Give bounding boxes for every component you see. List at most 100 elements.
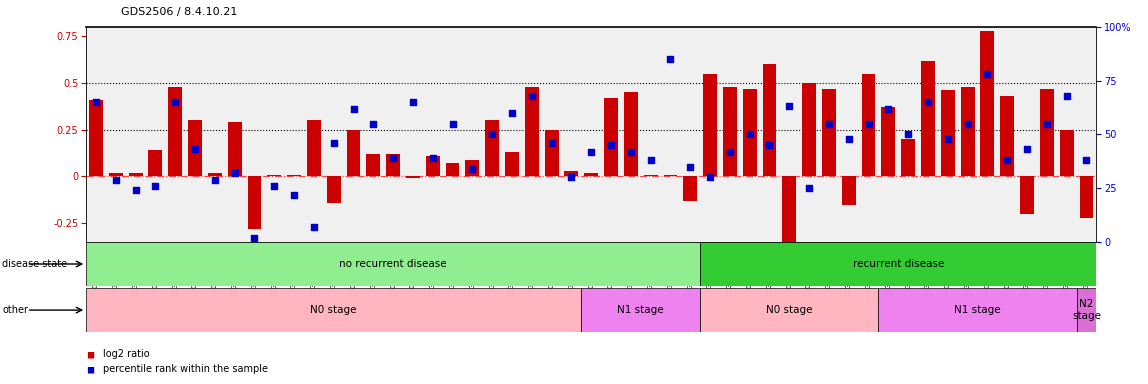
Bar [700, 288, 878, 332]
Bar [921, 61, 934, 177]
Text: percentile rank within the sample: percentile rank within the sample [103, 364, 269, 374]
Text: N0 stage: N0 stage [310, 305, 357, 315]
Point [918, 99, 937, 105]
Bar [565, 171, 579, 177]
Bar [644, 175, 658, 177]
Text: N1 stage: N1 stage [954, 305, 1001, 315]
Bar [90, 100, 103, 177]
Point [503, 110, 521, 116]
Bar [148, 150, 162, 177]
Bar [623, 92, 638, 177]
Bar [743, 89, 757, 177]
Point [364, 121, 382, 127]
Text: GDS2506 / 8.4.10.21: GDS2506 / 8.4.10.21 [121, 7, 236, 17]
Text: N1 stage: N1 stage [618, 305, 664, 315]
Bar [188, 120, 202, 177]
Point [483, 131, 502, 137]
Bar [426, 156, 440, 177]
Point [463, 166, 481, 172]
Bar [723, 87, 737, 177]
Point [622, 149, 641, 155]
Bar [386, 154, 400, 177]
Point [265, 183, 284, 189]
Point [998, 157, 1016, 163]
Point [443, 121, 461, 127]
Point [344, 106, 363, 112]
Point [760, 142, 778, 148]
Point [721, 149, 739, 155]
Bar [862, 74, 876, 177]
Bar [525, 87, 538, 177]
Point [424, 155, 442, 161]
Point [246, 235, 264, 241]
Point [146, 183, 164, 189]
Point [186, 146, 204, 152]
Bar [248, 177, 262, 229]
Point [681, 164, 699, 170]
Point [800, 185, 819, 191]
Bar [961, 87, 975, 177]
Bar [664, 175, 677, 177]
Point [304, 224, 323, 230]
Bar [544, 130, 559, 177]
Bar [802, 83, 816, 177]
Bar [783, 177, 797, 292]
Bar [366, 154, 380, 177]
Point [325, 140, 343, 146]
Point [404, 99, 422, 105]
Bar [169, 87, 183, 177]
Text: N2
stage: N2 stage [1072, 299, 1101, 321]
Bar [227, 122, 241, 177]
Bar [287, 175, 301, 177]
Bar [86, 242, 700, 286]
Bar [980, 31, 994, 177]
Bar [703, 74, 718, 177]
Point [939, 136, 957, 142]
Bar [841, 177, 855, 205]
Bar [604, 98, 618, 177]
Bar [941, 91, 955, 177]
Bar [1079, 177, 1093, 218]
Point [166, 99, 185, 105]
Bar [901, 139, 915, 177]
Point [542, 140, 560, 146]
Text: N0 stage: N0 stage [766, 305, 813, 315]
Bar [86, 288, 581, 332]
Bar [1040, 89, 1054, 177]
Point [740, 131, 759, 137]
Point [107, 177, 125, 183]
Point [383, 155, 402, 161]
Point [860, 121, 878, 127]
Point [978, 71, 996, 77]
Text: log2 ratio: log2 ratio [103, 349, 150, 359]
Bar [700, 242, 1096, 286]
Point [285, 192, 303, 198]
Bar [208, 173, 222, 177]
Point [661, 56, 680, 62]
Point [1018, 146, 1037, 152]
Point [225, 170, 243, 176]
Bar [1060, 130, 1073, 177]
Point [839, 136, 858, 142]
Bar [882, 107, 895, 177]
Point [205, 177, 224, 183]
Bar [486, 120, 499, 177]
Point [1038, 121, 1056, 127]
Point [563, 174, 581, 180]
Point [602, 142, 620, 148]
Bar [129, 173, 142, 177]
Bar [1077, 288, 1096, 332]
Bar [327, 177, 341, 203]
Point [1057, 93, 1076, 99]
Point [701, 174, 720, 180]
Point [959, 121, 977, 127]
Text: no recurrent disease: no recurrent disease [340, 259, 447, 269]
Bar [878, 288, 1077, 332]
Bar [584, 173, 598, 177]
Point [642, 157, 660, 163]
Point [781, 103, 799, 109]
Point [899, 131, 917, 137]
Bar [406, 177, 420, 178]
Bar [109, 173, 123, 177]
Text: ◼: ◼ [86, 364, 94, 374]
